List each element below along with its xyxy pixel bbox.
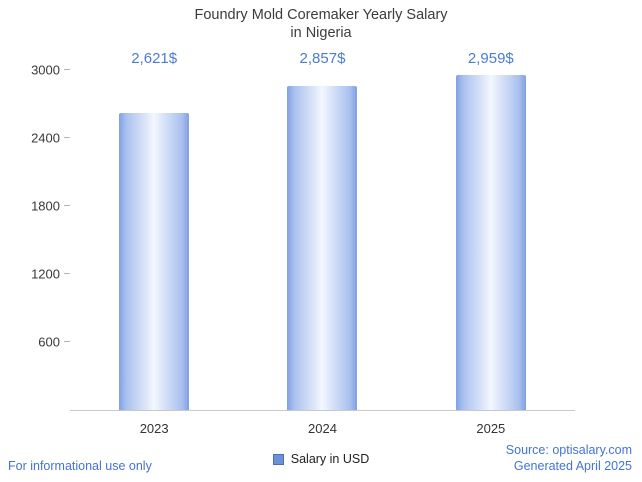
- y-tick-mark: [64, 341, 70, 342]
- y-tick-mark: [64, 137, 70, 138]
- x-axis-label: 2024: [308, 421, 337, 436]
- y-tick-label: 1200: [31, 266, 60, 282]
- bar-value-label: 2,857$: [299, 50, 346, 67]
- disclaimer-text: For informational use only: [8, 459, 152, 473]
- x-axis-label: 2023: [139, 421, 169, 436]
- generated-date: Generated April 2025: [513, 459, 632, 473]
- y-axis: 600 1200 1800 2400 3000: [0, 64, 60, 410]
- source-link[interactable]: Source: optisalary.com: [505, 443, 632, 457]
- y-tick-label: 600: [38, 334, 60, 350]
- x-axis-label: 2025: [476, 421, 506, 436]
- y-tick-label: 3000: [31, 62, 60, 78]
- bar-slot: 2,959$ 2025: [407, 50, 575, 436]
- bar-slot: 2,621$ 2023: [70, 50, 238, 436]
- legend-swatch-icon: [272, 453, 284, 465]
- chart-title-line1: Foundry Mold Coremaker Yearly Salary: [194, 7, 448, 23]
- y-tick-mark: [64, 205, 70, 206]
- chart-title-line2: in Nigeria: [290, 25, 352, 41]
- chart-title: Foundry Mold Coremaker Yearly Salary in …: [0, 6, 642, 42]
- bar[interactable]: [287, 86, 358, 410]
- bar-value-label: 2,621$: [131, 50, 178, 67]
- bar-value-label: 2,959$: [467, 50, 514, 67]
- y-tick-label: 2400: [31, 130, 60, 146]
- legend-label: Salary in USD: [290, 452, 370, 466]
- legend[interactable]: Salary in USD: [0, 452, 642, 466]
- bar[interactable]: [455, 74, 526, 410]
- y-tick-label: 1800: [31, 198, 60, 214]
- y-tick-mark: [64, 69, 70, 70]
- bar-slot: 2,857$ 2024: [238, 50, 406, 436]
- bar[interactable]: [119, 112, 190, 410]
- plot-area: 2,621$ 2023 2,857$ 2024 2,959$ 2025: [64, 50, 575, 436]
- y-tick-mark: [64, 273, 70, 274]
- source-block: Source: optisalary.com Generated April 2…: [506, 442, 632, 474]
